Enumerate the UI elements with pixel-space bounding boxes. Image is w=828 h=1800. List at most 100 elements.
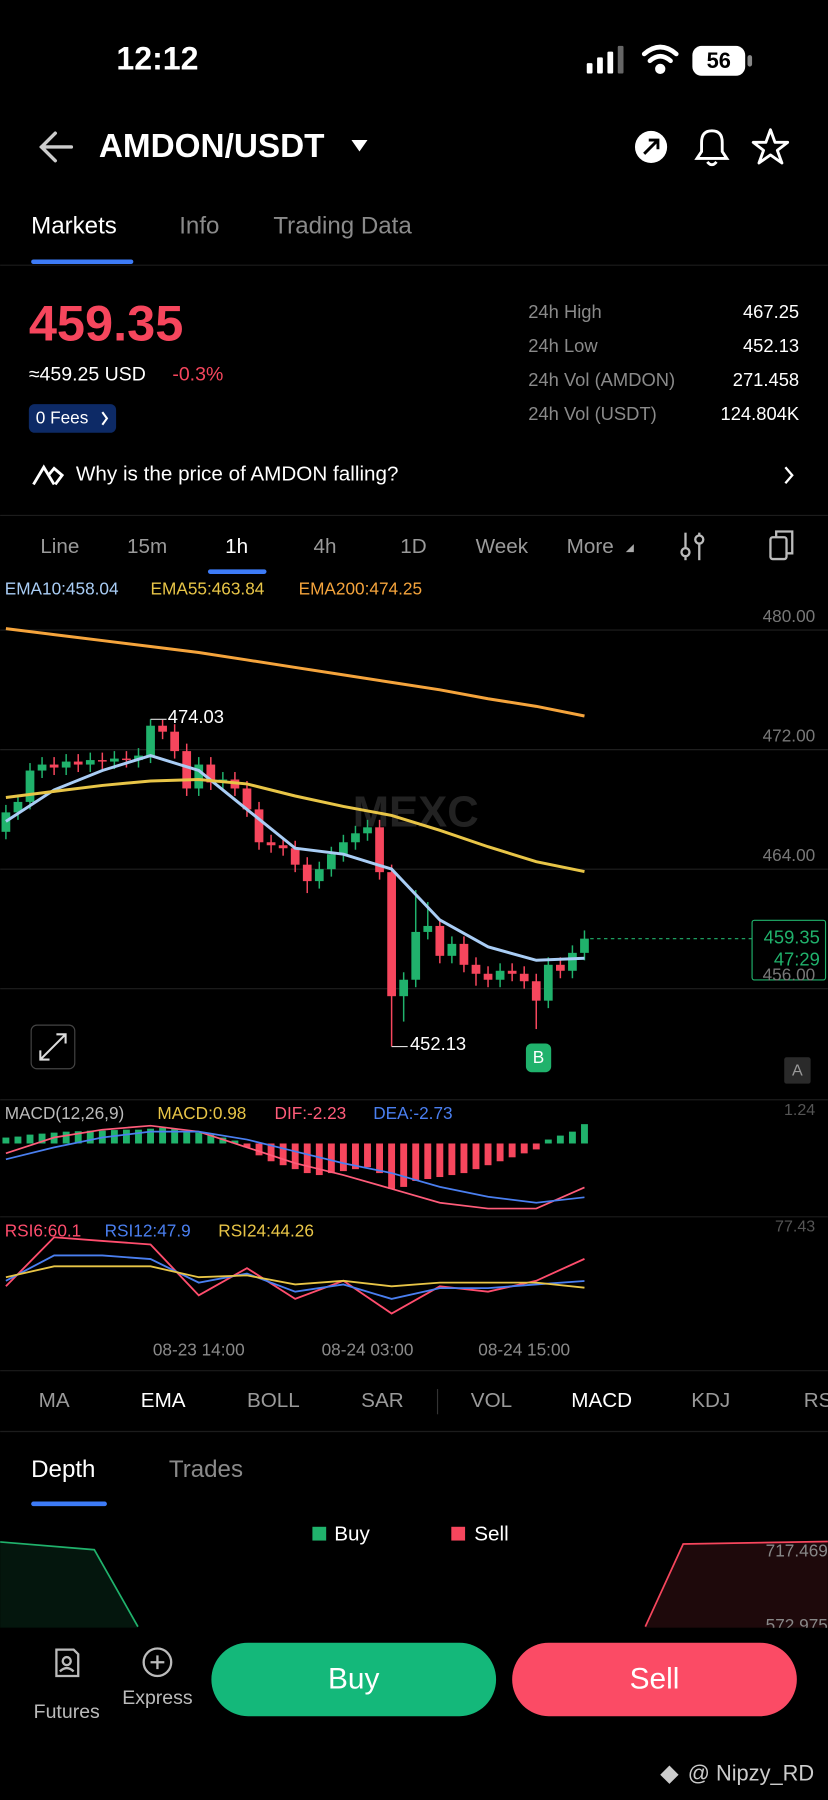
stat-value: 271.458 (733, 369, 799, 390)
candle-body (97, 760, 107, 762)
interval[interactable]: More (567, 535, 614, 558)
express-label: Express (122, 1687, 193, 1709)
futures-icon[interactable] (55, 1648, 80, 1678)
rsi-legend: RSI24:44.26 (218, 1220, 314, 1240)
last-price-badge (751, 919, 827, 981)
back-button[interactable] (39, 131, 74, 163)
macd-bar (26, 1134, 34, 1144)
candle-body (290, 848, 300, 865)
interval[interactable]: 1D (400, 535, 426, 558)
candle-body (363, 827, 372, 834)
tab[interactable]: Markets (31, 213, 117, 240)
indicator-tab[interactable]: BOLL (247, 1389, 300, 1412)
alert-button[interactable] (694, 129, 730, 167)
stat-value: 467.25 (743, 301, 799, 322)
candle-body (266, 842, 276, 846)
fees-badge[interactable] (28, 404, 117, 433)
stat-value: 124.804K (721, 403, 800, 424)
macd-bar (86, 1130, 94, 1144)
indicator-tab[interactable]: SAR (361, 1389, 403, 1412)
chart-area: MEXC (0, 627, 828, 1084)
y-tick-label: 480.00 (763, 606, 816, 626)
tab-underline (31, 1501, 107, 1507)
legend-entry: EMA10:458.04 (5, 579, 119, 599)
section-tab[interactable]: Trades (169, 1456, 243, 1483)
section-tab[interactable]: Depth (31, 1456, 95, 1483)
macd-legend: MACD(12,26,9) (5, 1103, 125, 1123)
macd-bar (2, 1137, 10, 1144)
interval[interactable]: 15m (127, 535, 167, 558)
countdown: 47:29 (774, 948, 820, 969)
signal-icon (586, 45, 624, 74)
auto-badge: A (792, 1061, 803, 1079)
macd-bar (448, 1143, 456, 1176)
expand-button[interactable] (30, 1024, 76, 1070)
interval[interactable]: Week (476, 535, 529, 558)
buy-button[interactable] (211, 1642, 497, 1717)
credit-icon (660, 1765, 679, 1784)
settings-icon[interactable] (680, 532, 705, 561)
pair-dropdown[interactable] (351, 140, 368, 152)
interval-underline (207, 569, 267, 574)
tab[interactable]: Trading Data (273, 213, 412, 240)
macd-bar (135, 1129, 142, 1144)
indicator-line (5, 1254, 585, 1300)
y-tick-label: 456.00 (763, 965, 816, 985)
macd-bar (62, 1131, 70, 1144)
tab[interactable]: Info (179, 213, 219, 240)
candle-body (495, 970, 505, 980)
depth-area (0, 1541, 138, 1628)
macd-bar (171, 1128, 179, 1144)
candle-body (471, 964, 481, 974)
auto-badge-bg (784, 1057, 811, 1084)
copy-icon[interactable] (769, 530, 794, 561)
favorite-button[interactable] (751, 128, 790, 165)
candle-body (568, 952, 577, 971)
macd-legend: MACD:0.98 (157, 1103, 246, 1123)
macd-bar (195, 1132, 203, 1144)
wifi-icon (641, 44, 679, 75)
interval[interactable]: 1h (225, 535, 248, 558)
macd-bar (412, 1143, 420, 1181)
indicator-line (5, 1124, 585, 1210)
macd-bar (496, 1143, 504, 1162)
share-button[interactable] (634, 130, 668, 164)
x-tick-label: 08-24 15:00 (478, 1340, 570, 1360)
indicator-tab[interactable]: RS (804, 1389, 828, 1412)
macd-bar (568, 1131, 576, 1144)
interval[interactable]: Line (40, 535, 79, 558)
macd-bar (400, 1143, 408, 1187)
depth-area (645, 1541, 828, 1628)
macd-bar (315, 1143, 323, 1176)
depth-line (644, 1540, 828, 1628)
candle-body (25, 770, 35, 802)
macd-bar (291, 1143, 299, 1170)
express-icon[interactable] (142, 1647, 173, 1678)
indicator-tab[interactable]: KDJ (691, 1389, 730, 1412)
trend-icon (32, 464, 65, 486)
macd-bar (267, 1143, 275, 1162)
battery-level: 56 (707, 48, 731, 73)
indicator-tab[interactable]: VOL (471, 1389, 512, 1412)
interval[interactable]: 4h (314, 535, 337, 558)
sell-button[interactable] (512, 1642, 797, 1717)
macd-bar (436, 1143, 444, 1178)
macd-tick-label: 1.24 (784, 1101, 815, 1119)
legend-entry: Sell (474, 1522, 508, 1545)
candle-body (483, 973, 493, 980)
stat-label: 24h Vol (AMDON) (528, 369, 675, 390)
buy-marker-bg (525, 1043, 552, 1073)
indicator-tab[interactable]: EMA (141, 1389, 186, 1412)
indicator-tab[interactable]: MACD (571, 1389, 632, 1412)
candle-body (1, 812, 11, 832)
chevron[interactable] (784, 466, 794, 485)
candle-body (146, 725, 155, 756)
indicator-tab[interactable]: MA (39, 1389, 70, 1412)
credit: @ Nipzy_RD (688, 1761, 814, 1786)
candle-body (519, 973, 529, 982)
candle-body (314, 869, 324, 882)
candle-body (37, 764, 47, 771)
indicator-line (5, 1265, 585, 1289)
